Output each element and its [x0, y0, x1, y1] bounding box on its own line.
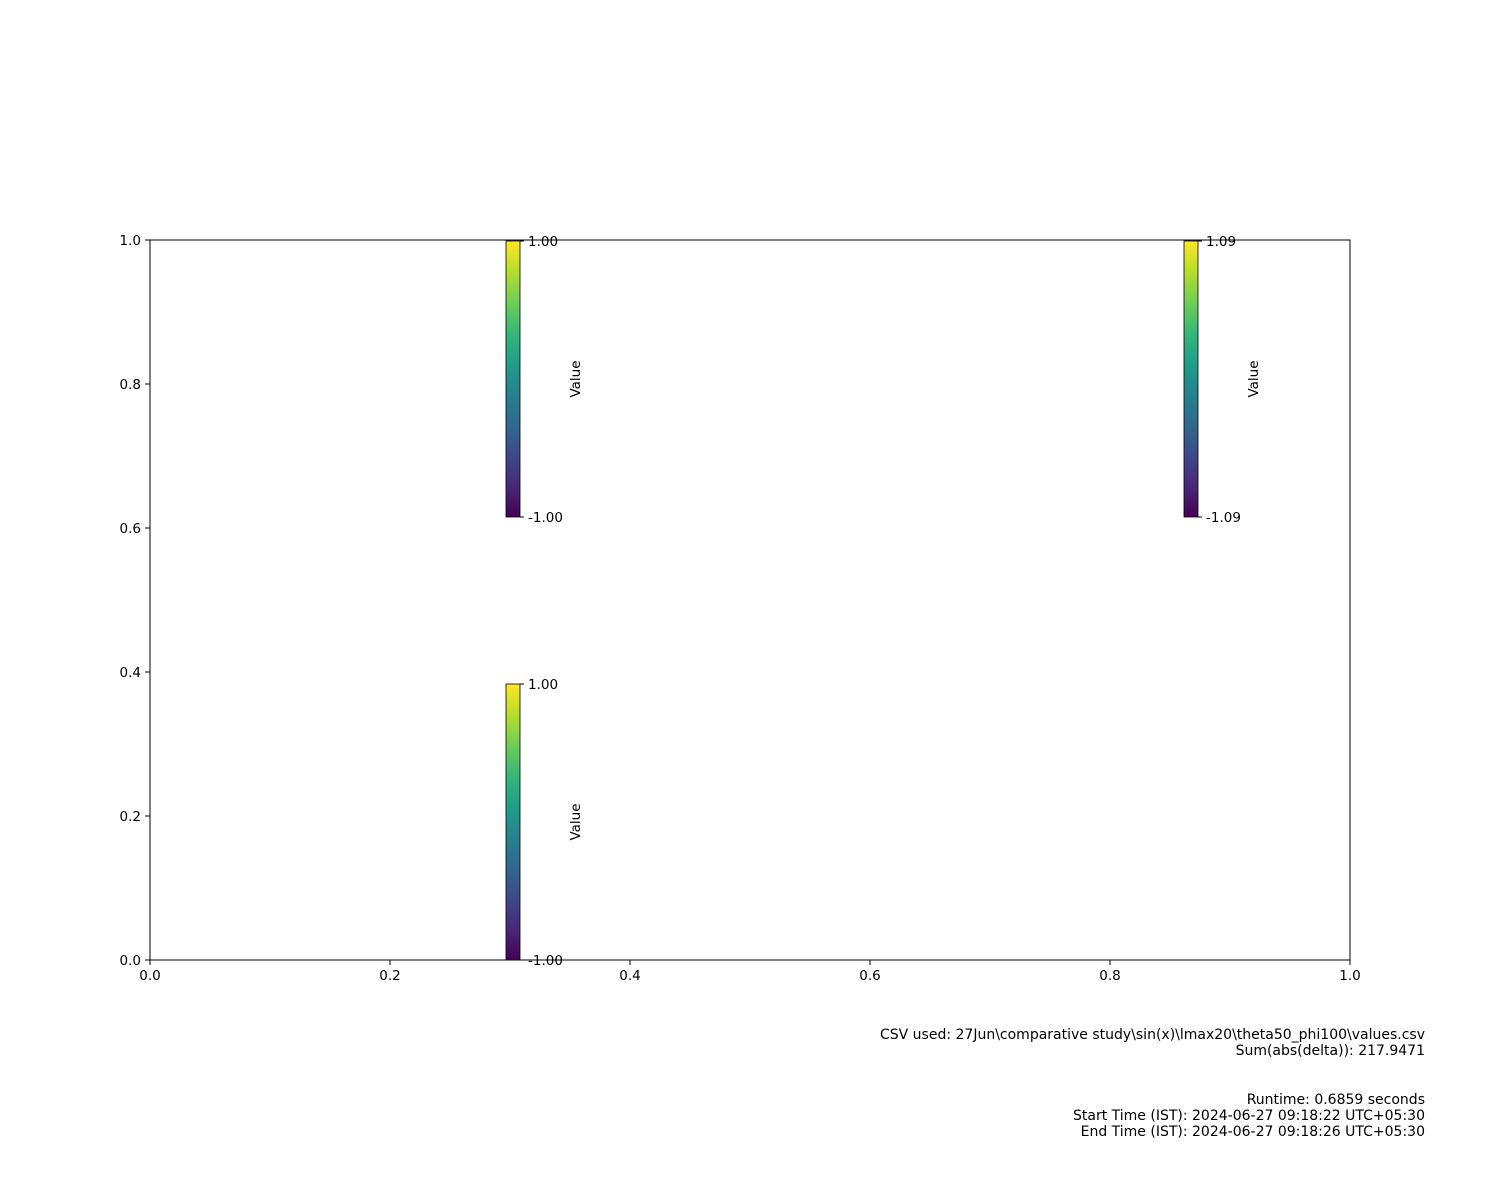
- main-axes: 0.0 0.2 0.4 0.6 0.8 1.0 0.0 0.2 0.4 0.6 0.8 1.0: [120, 233, 1361, 984]
- colorbar-min-label: -1.09: [1206, 510, 1241, 526]
- timing-info-block: Runtime: 0.6859 seconds Start Time (IST)…: [1073, 1092, 1425, 1140]
- x-tick-label: 1.0: [1339, 968, 1360, 984]
- colorbar: 1.00 -1.00 Value: [505, 677, 584, 969]
- colorbar-max-label: 1.09: [1206, 234, 1236, 250]
- colorbar: 1.09 -1.09 Value: [1183, 234, 1262, 526]
- colorbar-min-label: -1.00: [528, 953, 563, 969]
- y-tick-label: 1.0: [120, 233, 141, 249]
- axes-frame: [149, 239, 1351, 961]
- colorbar: 1.00 -1.00 Value: [505, 234, 584, 526]
- colorbar-label: Value: [568, 360, 584, 397]
- colorbar-max-label: 1.00: [528, 234, 558, 250]
- y-tick-label: 0.0: [120, 953, 141, 969]
- end-time-text: End Time (IST): 2024-06-27 09:18:26 UTC+…: [1080, 1124, 1425, 1140]
- run-info-block: CSV used: 27Jun\comparative study\sin(x)…: [880, 1027, 1425, 1059]
- y-tick-label: 0.8: [120, 377, 141, 393]
- runtime-text: Runtime: 0.6859 seconds: [1246, 1092, 1425, 1108]
- colorbar-gradient: [505, 240, 521, 518]
- csv-path-text: CSV used: 27Jun\comparative study\sin(x)…: [879, 1027, 1425, 1043]
- x-axis-ticks: 0.0 0.2 0.4 0.6 0.8 1.0: [139, 960, 1361, 984]
- colorbar-max-label: 1.00: [528, 677, 558, 693]
- start-time-text: Start Time (IST): 2024-06-27 09:18:22 UT…: [1073, 1108, 1425, 1124]
- colorbar-min-label: -1.00: [528, 510, 563, 526]
- x-tick-label: 0.0: [139, 968, 160, 984]
- x-tick-label: 0.8: [1099, 968, 1120, 984]
- x-tick-label: 0.2: [379, 968, 400, 984]
- y-tick-label: 0.4: [120, 665, 141, 681]
- x-tick-label: 0.6: [859, 968, 880, 984]
- sum-abs-delta-text: Sum(abs(delta)): 217.9471: [1235, 1043, 1425, 1059]
- colorbars: 1.00 -1.00 Value 1.09 -1.09 Value 1.00 -1.00 Val…: [505, 234, 1262, 969]
- colorbar-gradient: [1183, 240, 1199, 518]
- colorbar-label: Value: [1246, 360, 1262, 397]
- colorbar-gradient: [505, 683, 521, 961]
- y-axis-ticks: 0.0 0.2 0.4 0.6 0.8 1.0: [120, 233, 150, 969]
- x-tick-label: 0.4: [619, 968, 640, 984]
- colorbar-label: Value: [568, 803, 584, 840]
- y-tick-label: 0.6: [120, 521, 141, 537]
- y-tick-label: 0.2: [120, 809, 141, 825]
